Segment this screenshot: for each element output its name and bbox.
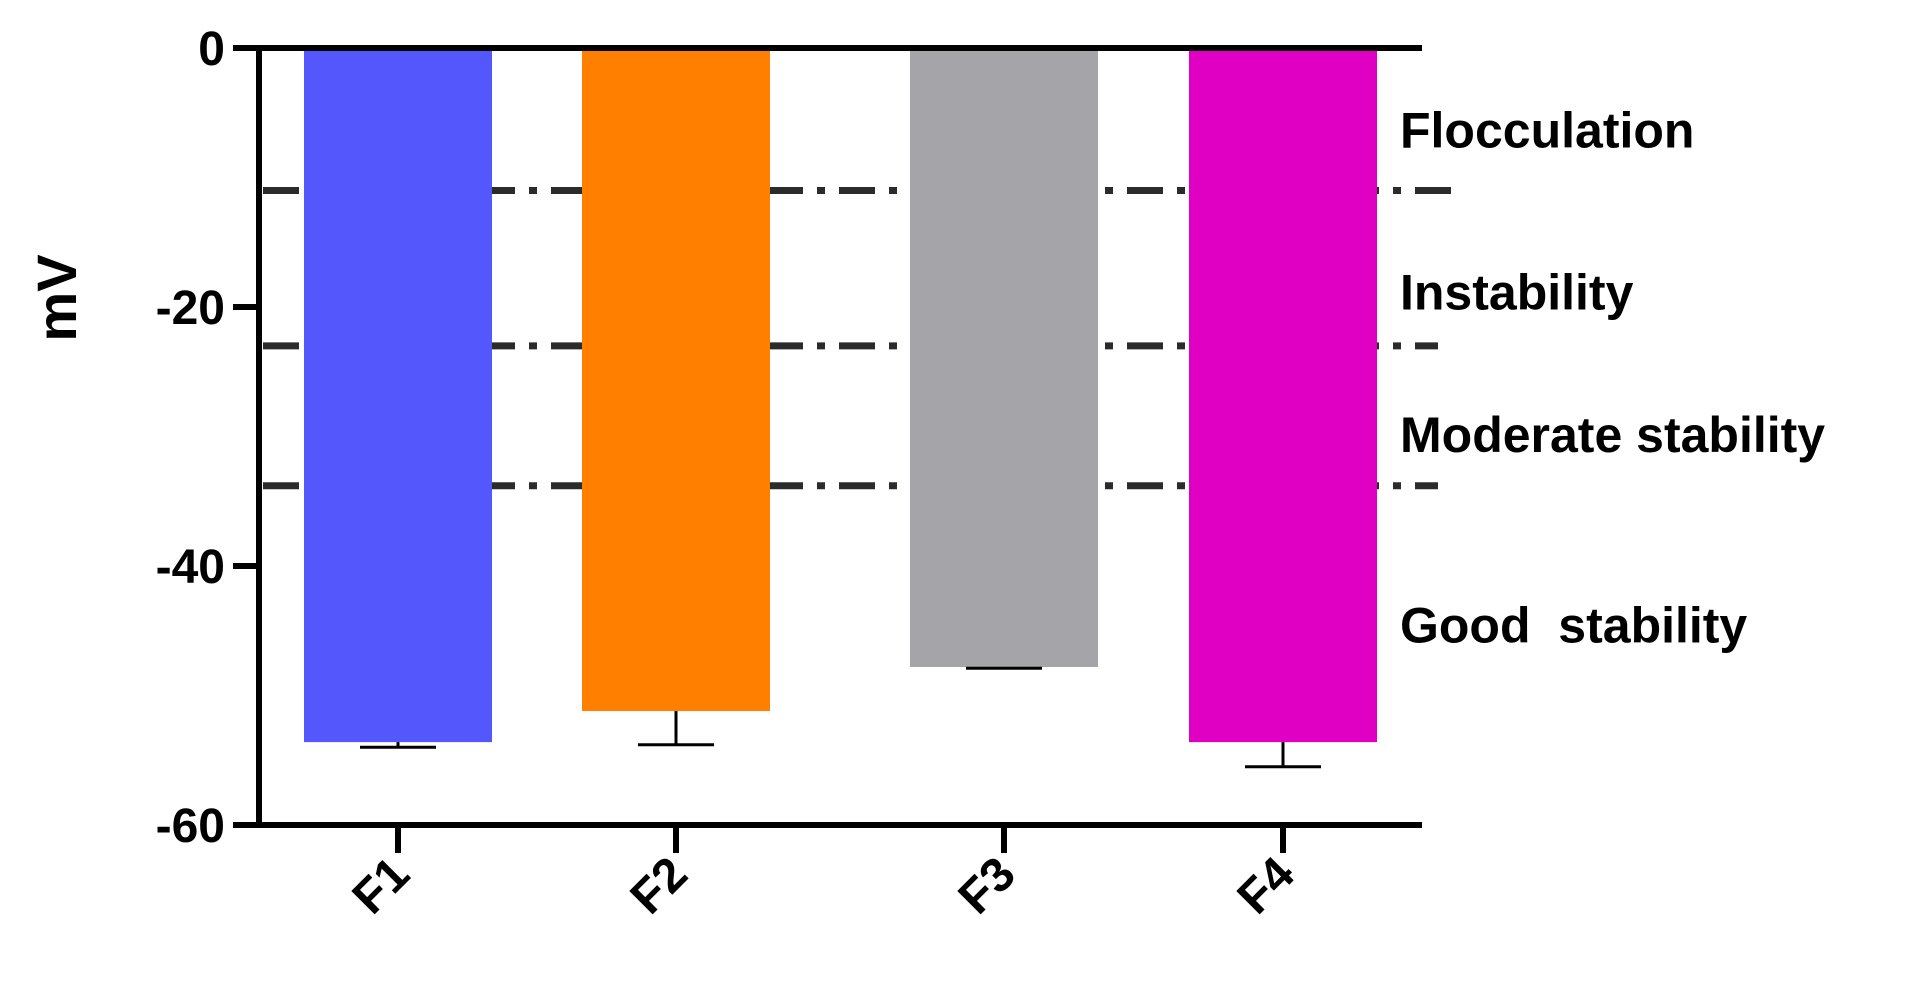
zone-label-3: Moderate stability (1400, 407, 1825, 463)
bar-f1 (304, 48, 492, 743)
bar-f4 (1189, 48, 1377, 743)
y-tick-label: -40 (156, 541, 225, 594)
zone-label-2: Instability (1400, 264, 1634, 320)
error-bars (360, 666, 1321, 769)
x-tick-label-f1: F1 (343, 847, 420, 924)
y-axis-label: mV (25, 254, 88, 341)
x-tick-label-f4: F4 (1228, 847, 1305, 924)
zone-label-1: Flocculation (1400, 103, 1694, 159)
y-tick-label: -60 (156, 800, 225, 853)
y-tick-label: 0 (198, 23, 225, 76)
bar-f3 (910, 48, 1098, 668)
y-tick-label: -20 (156, 282, 225, 335)
x-tick-label-f2: F2 (621, 847, 698, 924)
zone-label-4: Good stability (1400, 597, 1747, 653)
x-tick-label-f3: F3 (949, 847, 1026, 924)
axes (233, 45, 1422, 853)
bar-f2 (582, 48, 770, 712)
bars (304, 48, 1377, 743)
